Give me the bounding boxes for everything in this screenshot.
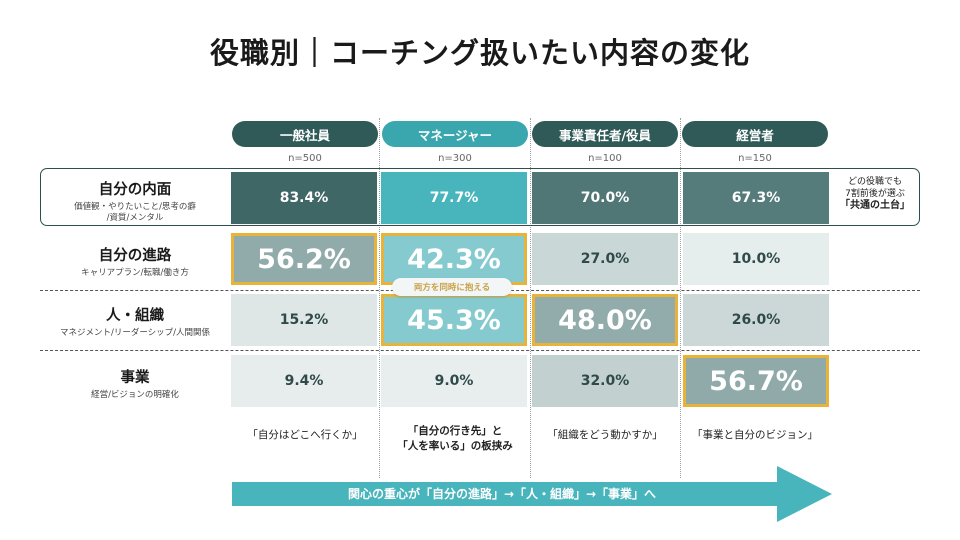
column-caption: 「自分はどこへ行くか」: [247, 429, 363, 441]
row-subtitle-text: 価値観・やりたいこと/思考の癖 /資質/メンタル: [74, 202, 196, 223]
sample-size-label: n=300: [438, 153, 472, 164]
trend-arrow: [232, 466, 832, 522]
heatmap-cell: 77.7%: [381, 172, 527, 224]
row-subtitle: 価値観・やりたいこと/思考の癖 /資質/メンタル: [44, 202, 226, 224]
heatmap-cell: 56.7%: [683, 355, 829, 407]
note-emphasis: 「共通の土台」: [840, 200, 910, 211]
row-title: 事業: [120, 370, 150, 386]
row-divider: [40, 350, 920, 351]
heatmap-cell: 67.3%: [683, 172, 829, 224]
row-label-inner-self: 自分の内面 価値観・やりたいこと/思考の癖 /資質/メンタル: [44, 178, 226, 224]
column-header-ceo: 経営者: [682, 121, 828, 147]
row-label-people-organization: 人・組織 マネジメント/リーダーシップ/人間関係: [44, 304, 226, 339]
trend-arrow-shape: [232, 466, 832, 522]
sample-size-label: n=500: [288, 153, 322, 164]
common-foundation-note: どの役職でも 7割前後が選ぶ 「共通の土台」: [832, 176, 918, 212]
row-label-business: 事業 経営/ビジョンの明確化: [44, 366, 226, 401]
dual-burden-badge: 両方を同時に抱える: [392, 278, 512, 296]
row-title: 自分の内面: [98, 182, 172, 198]
heatmap-cell: 45.3%: [381, 294, 527, 346]
heatmap-cell: 26.0%: [683, 294, 829, 346]
heatmap-cell: 9.4%: [231, 355, 377, 407]
column-caption: 「自分の行き先」と 「人を率いる」の板挟み: [397, 425, 513, 452]
heatmap-cell: 10.0%: [683, 233, 829, 285]
heatmap-cell: 48.0%: [532, 294, 678, 346]
sample-size-label: n=150: [738, 153, 772, 164]
column-caption: 「組織をどう動かすか」: [547, 429, 663, 441]
row-title: 人・組織: [106, 308, 164, 324]
heatmap-cell: 9.0%: [381, 355, 527, 407]
row-title: 自分の進路: [98, 248, 172, 264]
note-line: 7割前後が選ぶ: [845, 189, 905, 199]
heatmap-cell: 27.0%: [532, 233, 678, 285]
sample-size-label: n=100: [588, 153, 622, 164]
heatmap-cell: 70.0%: [532, 172, 678, 224]
column-divider: [680, 118, 681, 478]
column-divider: [530, 118, 531, 478]
page-title: 役職別｜コーチング扱いたい内容の変化: [209, 36, 750, 70]
heatmap-cell: 32.0%: [532, 355, 678, 407]
row-subtitle: 経営/ビジョンの明確化: [91, 390, 179, 400]
row-label-career-path: 自分の進路 キャリアプラン/転職/働き方: [44, 244, 226, 279]
column-header-executive: 事業責任者/役員: [532, 121, 678, 147]
heatmap-cell: 83.4%: [231, 172, 377, 224]
heatmap-cell: 56.2%: [231, 233, 377, 285]
note-line: どの役職でも: [847, 177, 902, 187]
row-subtitle: キャリアプラン/転職/働き方: [81, 268, 189, 278]
common-foundation-row-frame: [40, 168, 920, 226]
heatmap-cell: 15.2%: [231, 294, 377, 346]
column-header-manager: マネージャー: [382, 121, 528, 147]
column-caption: 「事業と自分のビジョン」: [692, 429, 818, 441]
row-subtitle: マネジメント/リーダーシップ/人間関係: [59, 328, 211, 338]
column-header-general-staff: 一般社員: [232, 121, 378, 147]
column-divider: [379, 118, 380, 478]
trend-arrow-label: 関心の重心が「自分の進路」→「人・組織」→「事業」へ: [347, 487, 657, 501]
